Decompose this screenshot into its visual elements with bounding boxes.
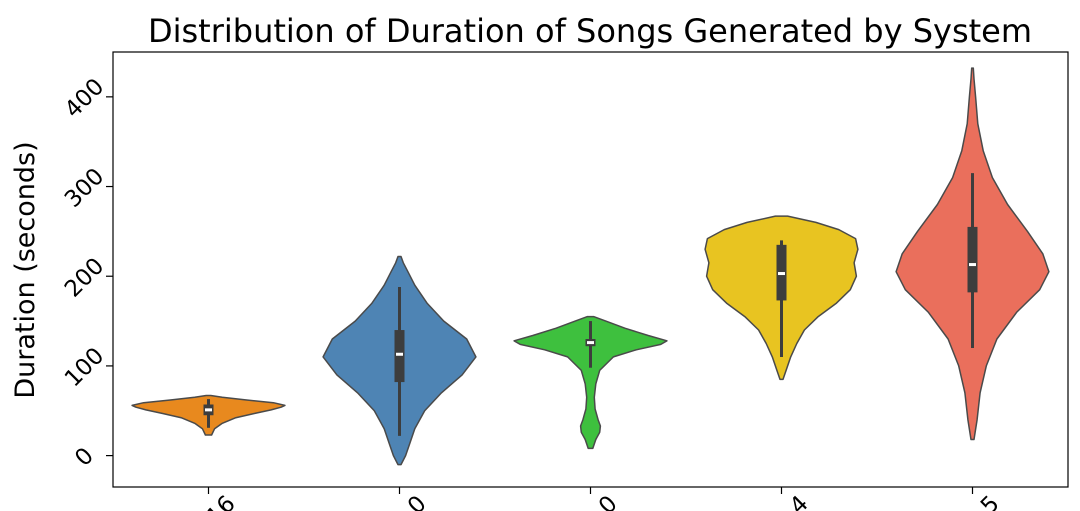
violin-median-4 (778, 272, 785, 276)
y-tick-label-0: 0 (70, 443, 99, 472)
violin-median-1 (205, 408, 212, 412)
y-axis-label: Duration (seconds) (10, 141, 41, 398)
violin-median-5 (969, 263, 976, 267)
violin-body-3 (513, 315, 668, 450)
violin-iqr-box-5 (967, 226, 978, 293)
y-tick-label-200: 200 (60, 253, 109, 302)
violin-median-3 (587, 341, 594, 345)
y-tick-label-100: 100 (60, 343, 109, 392)
x-tick-label-5: 5 (976, 491, 1005, 511)
violin-iqr-box-2 (394, 330, 405, 383)
x-tick-label-4: 4 (785, 491, 814, 511)
violin-median-2 (396, 352, 403, 356)
x-tick-label-2: 0 (403, 491, 432, 511)
y-tick-label-300: 300 (60, 163, 109, 212)
x-tick-label-3: 0 (594, 491, 623, 511)
plot-area: 0 100 200 300 400 16 0 0 4 5 (60, 51, 1069, 511)
y-tick-label-400: 400 (60, 74, 109, 123)
chart-title: Distribution of Duration of Songs Genera… (148, 12, 1032, 50)
x-tick-label-1: 16 (202, 491, 241, 511)
